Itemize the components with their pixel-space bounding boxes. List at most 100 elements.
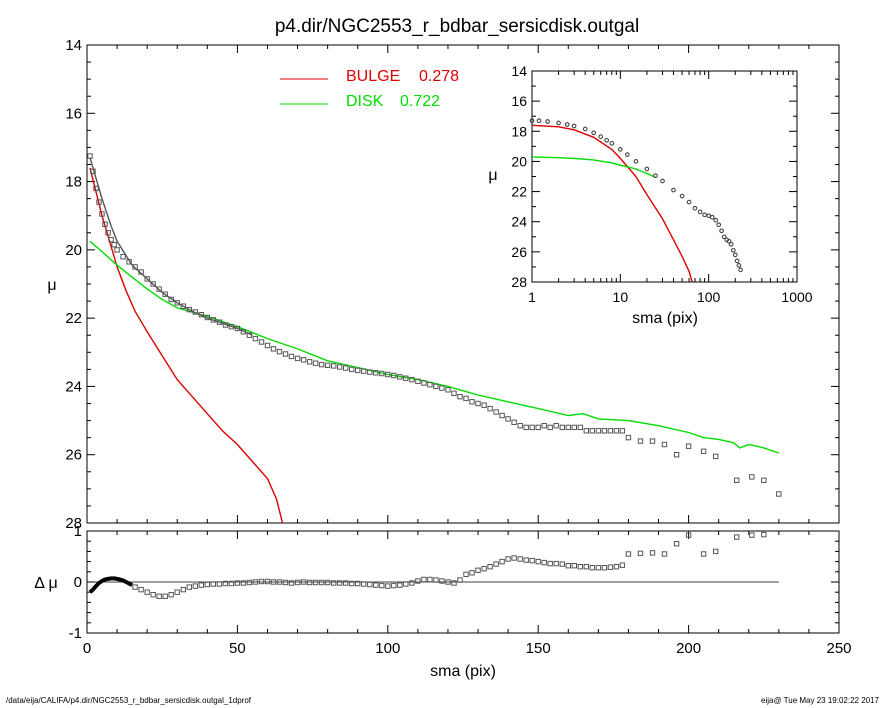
data-point: [445, 579, 451, 585]
inset-data-point: [709, 214, 715, 220]
data-point: [649, 438, 656, 444]
data-point: [451, 390, 457, 397]
inset-data-point: [591, 130, 597, 136]
data-point: [565, 424, 571, 431]
data-point: [300, 357, 307, 363]
data-point: [421, 380, 427, 386]
data-point: [312, 579, 319, 586]
y-tick-label: 1: [74, 523, 82, 540]
data-point: [463, 571, 469, 577]
data-point: [264, 578, 271, 585]
data-point: [685, 443, 692, 449]
data-point: [294, 355, 301, 362]
data-point: [282, 351, 289, 357]
data-point: [511, 419, 517, 426]
data-point: [493, 409, 499, 415]
data-point: [776, 491, 782, 497]
inset-data-point: [716, 222, 722, 228]
data-point: [673, 452, 680, 458]
data-point: [487, 564, 493, 570]
data-point: [571, 563, 577, 569]
data-point: [577, 424, 583, 431]
data-point: [511, 555, 517, 561]
data-point: [427, 576, 433, 583]
data-point: [553, 560, 559, 567]
inset-data-point: [719, 228, 724, 234]
data-point: [529, 424, 535, 431]
data-point: [601, 428, 608, 434]
data-point: [373, 370, 379, 376]
inset-data-point: [598, 134, 604, 139]
data-point: [499, 558, 505, 565]
data-point: [355, 580, 361, 587]
y-tick-label: 22: [511, 184, 527, 200]
x-tick-label: 100: [375, 640, 400, 657]
data-point: [324, 362, 331, 369]
inset-data-point: [736, 263, 742, 268]
data-point: [385, 371, 391, 378]
y-tick-label: 20: [511, 153, 527, 169]
data-point: [246, 332, 253, 338]
y-tick-label: 18: [65, 174, 82, 191]
data-point: [337, 580, 343, 586]
data-point: [385, 583, 391, 589]
data-point: [607, 428, 614, 434]
data-point: [162, 593, 168, 599]
data-point: [270, 346, 277, 352]
data-point: [324, 579, 331, 586]
inset-data-point: [564, 122, 570, 127]
y-tick-label: 26: [511, 244, 527, 260]
inset-data-point: [734, 258, 740, 264]
x-tick-label: 1000: [781, 289, 812, 305]
inset-data-point: [582, 126, 588, 132]
data-point: [288, 580, 295, 586]
inset-data-point: [728, 241, 734, 247]
inset-data-point: [624, 152, 630, 157]
data-point: [451, 580, 457, 586]
data-point: [168, 296, 174, 303]
data-point: [282, 579, 289, 586]
data-point: [523, 424, 529, 431]
x-tick-label: 1: [528, 289, 536, 305]
inset-plot-background: [532, 71, 797, 282]
inset-data-point: [738, 267, 743, 273]
data-point: [439, 385, 445, 391]
data-point: [216, 581, 223, 587]
data-point: [487, 405, 493, 412]
data-point: [240, 580, 247, 586]
data-point: [469, 399, 475, 405]
data-point: [661, 441, 668, 448]
data-point: [276, 348, 283, 355]
y-tick-label: 26: [65, 447, 82, 464]
data-point: [595, 428, 602, 434]
data-point: [409, 580, 415, 586]
data-point: [713, 453, 719, 460]
data-point: [210, 317, 217, 323]
data-point: [294, 579, 301, 586]
inset-data-point: [697, 209, 703, 215]
data-point: [373, 582, 379, 588]
inset-data-point: [679, 193, 685, 199]
footer-timestamp: eija@ Tue May 23 19:02:22 2017: [761, 696, 879, 705]
inset-data-point: [660, 178, 665, 184]
data-point: [144, 589, 150, 595]
x-tick-label: 0: [83, 640, 91, 657]
data-point: [204, 581, 211, 588]
data-point: [457, 394, 463, 400]
data-point: [156, 286, 162, 292]
data-point: [331, 363, 337, 369]
data-point: [493, 561, 499, 567]
data-point: [673, 541, 680, 547]
data-point: [186, 584, 193, 590]
x-tick-label: 100: [697, 289, 721, 305]
data-point: [625, 434, 632, 441]
data-point: [559, 424, 565, 431]
data-point: [571, 424, 577, 431]
data-point: [379, 582, 385, 589]
data-point: [475, 567, 481, 573]
data-point: [90, 168, 96, 175]
inset-y-axis-label: μ: [488, 167, 497, 184]
data-point: [234, 580, 241, 586]
data-point: [403, 581, 409, 587]
data-point: [349, 366, 355, 373]
